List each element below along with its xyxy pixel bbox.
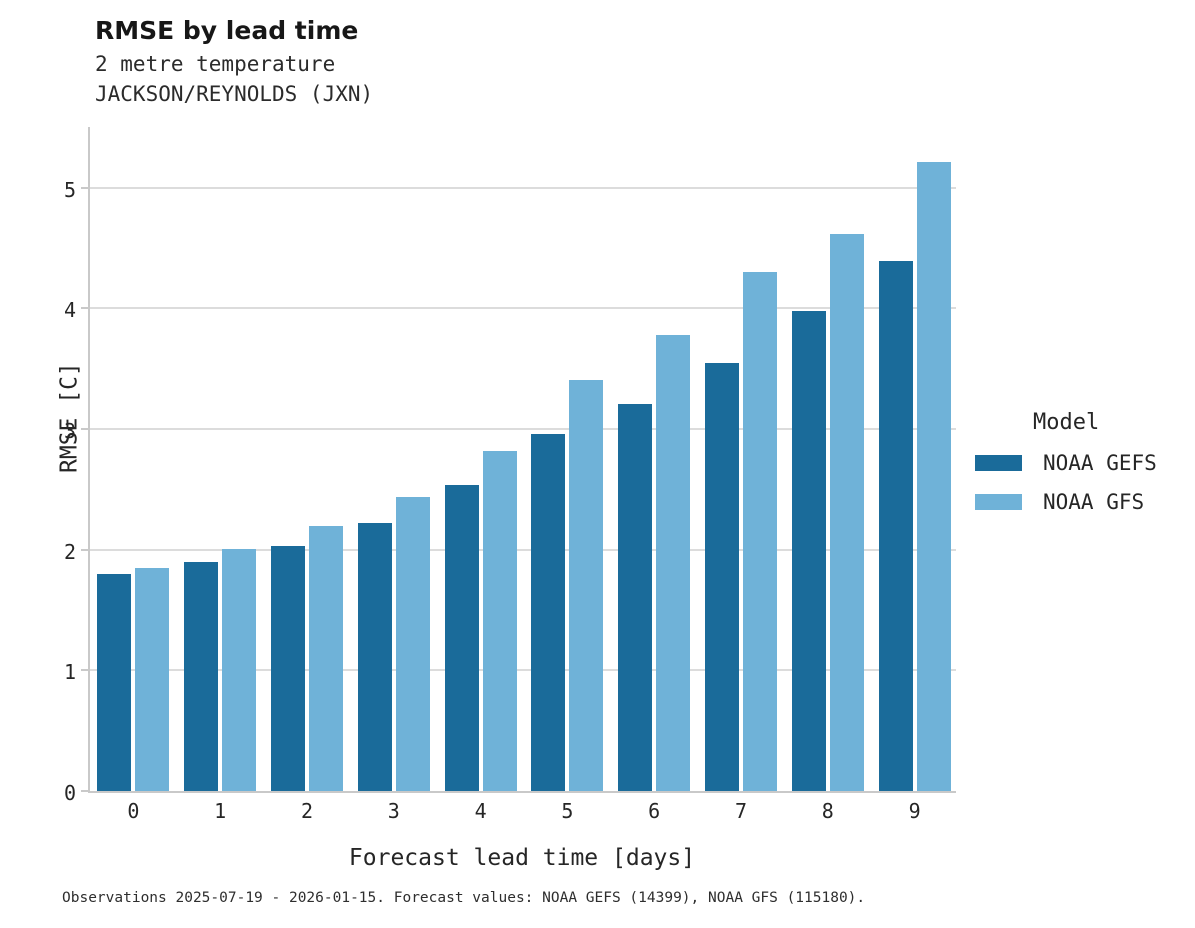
x-axis-title: Forecast lead time [days]	[348, 845, 696, 871]
bar-noaa-gefs-day-1	[184, 561, 219, 791]
bar-noaa-gfs-day-8	[829, 233, 864, 791]
y-tick-label-1: 1	[63, 660, 76, 685]
legend-label-noaa-gfs: NOAA GFS	[1043, 490, 1145, 514]
x-tick-label-6: 6	[648, 799, 661, 823]
x-tick-label-2: 2	[300, 799, 314, 823]
x-tick-label-0: 0	[127, 799, 140, 823]
gridline-y-2	[90, 548, 956, 551]
y-tick-1	[81, 669, 88, 672]
y-tick-label-4: 4	[63, 298, 76, 323]
bar-noaa-gfs-day-1	[222, 548, 257, 791]
plot-area: 0 1 2 3 4 5 0 1 2 3 4 5 6 7 8 9	[64, 127, 956, 823]
x-tick-label-5: 5	[561, 799, 574, 823]
bar-noaa-gefs-day-6	[618, 403, 653, 791]
bar-noaa-gefs-day-0	[97, 573, 132, 791]
bar-noaa-gfs-day-3	[395, 496, 430, 791]
chart-title: RMSE by lead time	[95, 16, 359, 45]
y-tick-label-5: 5	[63, 177, 76, 202]
y-tick-2	[81, 548, 88, 551]
legend-label-noaa-gefs: NOAA GEFS	[1043, 451, 1157, 475]
legend-item-noaa-gefs: NOAA GEFS	[975, 451, 1157, 475]
x-tick-label-8: 8	[821, 799, 834, 823]
legend-title: Model	[1033, 410, 1100, 435]
x-tick-label-9: 9	[908, 799, 921, 823]
bar-noaa-gfs-day-6	[656, 334, 691, 791]
x-tick-label-3: 3	[387, 799, 400, 823]
bar-noaa-gefs-day-2	[271, 546, 305, 791]
y-tick-label-2: 2	[63, 539, 76, 564]
bar-noaa-gfs-day-7	[743, 272, 777, 791]
gridline-y-3	[90, 428, 956, 431]
footnote: Observations 2025-07-19 - 2026-01-15. Fo…	[62, 890, 866, 906]
chart-subtitle-station: JACKSON/REYNOLDS (JXN)	[95, 82, 374, 106]
bar-noaa-gefs-day-5	[531, 433, 566, 791]
y-tick-3	[81, 428, 88, 431]
y-tick-label-3: 3	[63, 419, 76, 444]
bar-noaa-gefs-day-7	[705, 362, 739, 791]
gridline-y-4	[90, 307, 956, 310]
bar-noaa-gfs-day-4	[482, 450, 517, 791]
bar-noaa-gefs-day-4	[444, 484, 479, 791]
bar-noaa-gfs-day-9	[916, 162, 951, 791]
x-tick-label-1: 1	[214, 799, 227, 823]
x-tick-label-7: 7	[734, 799, 748, 823]
bar-noaa-gfs-day-5	[569, 379, 604, 791]
chart-subtitle-variable: 2 metre temperature	[95, 52, 336, 76]
y-tick-5	[81, 186, 88, 189]
bar-noaa-gfs-day-0	[135, 567, 170, 791]
gridline-y-1	[90, 669, 956, 672]
legend-swatch-noaa-gefs	[975, 455, 1022, 471]
bar-noaa-gefs-day-8	[791, 310, 826, 791]
bar-noaa-gefs-day-3	[357, 523, 392, 791]
legend-swatch-noaa-gfs	[975, 494, 1022, 510]
y-tick-0	[81, 790, 88, 792]
gridline-y-5	[90, 186, 956, 189]
bar-noaa-gfs-day-2	[309, 525, 343, 791]
legend: Model NOAA GEFS NOAA GFS	[975, 410, 1157, 529]
y-tick-4	[81, 307, 88, 310]
x-tick-label-4: 4	[474, 799, 487, 823]
y-tick-label-0: 0	[63, 781, 76, 805]
bar-noaa-gefs-day-9	[878, 261, 913, 791]
legend-item-noaa-gfs: NOAA GFS	[975, 490, 1157, 514]
